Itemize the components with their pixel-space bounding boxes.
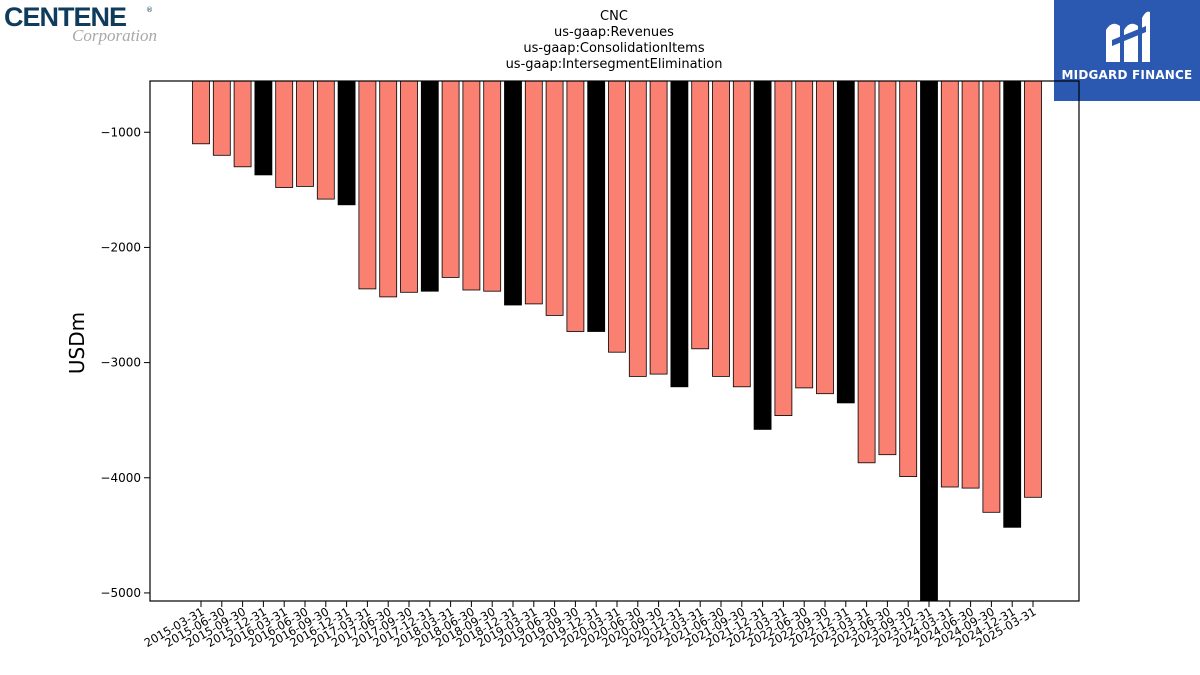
bar-2015-09-30	[233, 80, 252, 168]
bar-2019-06-30	[545, 80, 564, 316]
bar-2024-12-31	[1003, 80, 1022, 528]
bar-2020-09-30	[649, 80, 668, 375]
bar-2024-06-30	[961, 80, 980, 489]
bar-2016-03-31	[275, 80, 294, 188]
bar-2016-06-30	[296, 80, 314, 187]
y-tick-label: −3000	[100, 356, 141, 370]
y-tick-label: −5000	[100, 586, 141, 600]
bar-2023-03-31	[857, 80, 876, 464]
bar-2023-09-30	[899, 80, 918, 478]
bar-2021-03-31	[691, 80, 710, 350]
bar-2019-12-31	[587, 80, 606, 332]
bar-2019-03-31	[524, 80, 543, 305]
midgard-logo-mark-icon	[1106, 11, 1150, 63]
bar-2022-09-30	[816, 80, 834, 395]
bar-2021-06-30	[712, 80, 730, 377]
bar-2023-06-30	[878, 80, 897, 456]
bar-2017-06-30	[379, 80, 398, 298]
centene-logo: CENTENE ® Corporation	[4, 2, 179, 46]
centene-logo-brand: CENTENE	[4, 2, 127, 32]
chart-title-line-3: us-gaap:IntersegmentElimination	[506, 57, 723, 72]
bar-2018-09-30	[483, 80, 502, 292]
bar-2017-09-30	[400, 80, 418, 293]
centene-logo-subtitle: Corporation	[72, 26, 158, 45]
bar-2021-09-30	[732, 80, 751, 388]
bar-2018-06-30	[462, 80, 481, 291]
midgard-logo-text: MIDGARD FINANCE	[1061, 68, 1193, 82]
bar-2021-12-31	[753, 80, 772, 430]
bar-2023-12-31	[920, 80, 938, 602]
axes	[149, 80, 1080, 602]
bar-2019-09-30	[566, 80, 585, 332]
bar-2024-09-30	[982, 80, 1001, 513]
bar-2016-12-31	[337, 80, 356, 206]
bar-2025-03-31	[1024, 80, 1042, 498]
bar-2017-03-31	[358, 80, 377, 290]
bar-2020-06-30	[628, 80, 647, 377]
bar-2018-03-31	[441, 80, 460, 278]
bar-2017-12-31	[420, 80, 439, 292]
bar-2022-03-31	[774, 80, 793, 417]
y-tick-label: −2000	[100, 240, 141, 254]
y-axis-ticks: −1000 −2000 −3000 −4000 −5000	[100, 125, 150, 600]
y-tick-label: −1000	[100, 125, 141, 139]
x-axis-ticks: 2015-03-312015-06-302015-09-302015-12-31…	[142, 601, 1039, 650]
chart-title: CNCus-gaap:Revenuesus-gaap:Consolidation…	[506, 9, 723, 72]
bar-2022-06-30	[795, 80, 814, 389]
bar-2020-12-31	[670, 80, 689, 388]
bar-2015-03-31	[192, 80, 210, 145]
centene-logo-registered: ®	[146, 6, 153, 14]
chart-title-line-0: CNC	[600, 9, 628, 24]
bar-2024-03-31	[940, 80, 959, 488]
bar-2016-09-30	[316, 80, 335, 200]
plot-frame	[149, 80, 1080, 602]
bar-2015-12-31	[254, 80, 273, 176]
bar-2015-06-30	[212, 80, 231, 156]
y-axis-label: USDm	[65, 312, 89, 374]
bar-2022-12-31	[836, 80, 855, 404]
midgard-finance-logo: MIDGARD FINANCE	[1054, 0, 1200, 101]
bar-2018-12-31	[504, 80, 522, 306]
y-tick-label: −4000	[100, 471, 141, 485]
chart-title-line-1: us-gaap:Revenues	[554, 25, 674, 40]
bars	[192, 80, 1042, 602]
bar-2020-03-31	[608, 80, 626, 353]
chart-title-line-2: us-gaap:ConsolidationItems	[523, 41, 704, 56]
